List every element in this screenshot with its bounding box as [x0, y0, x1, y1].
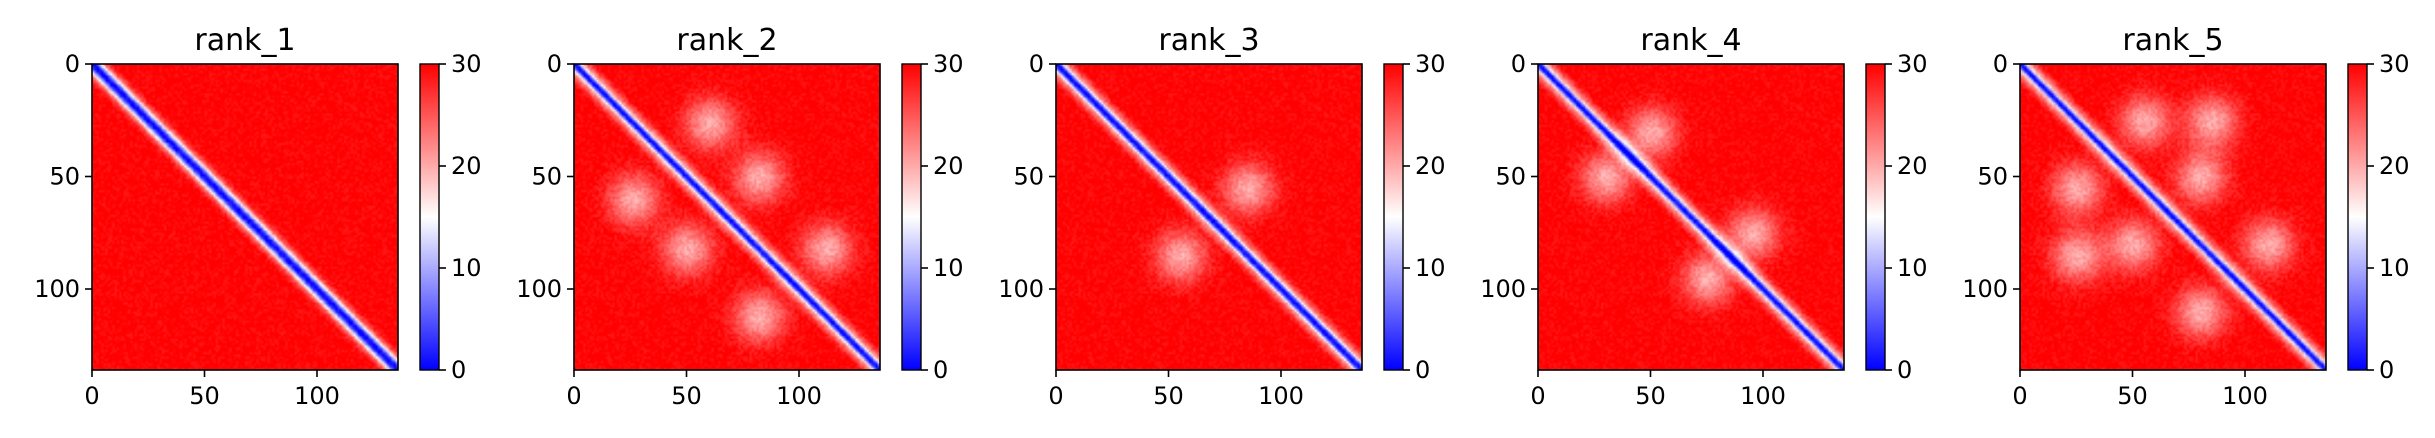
x-tick-label: 100	[294, 382, 340, 410]
colorbar-tick-label: 0	[2379, 356, 2394, 384]
y-tick-label: 100	[998, 275, 1044, 303]
x-tick-label: 50	[1153, 382, 1184, 410]
y-tick-label: 100	[1962, 275, 2008, 303]
colorbar-tick-label: 30	[933, 50, 964, 78]
x-tick-label: 50	[671, 382, 702, 410]
chart-title: rank_3	[1158, 23, 1259, 58]
colorbar-tick-label: 0	[1897, 356, 1912, 384]
plot-frame	[573, 63, 881, 371]
colorbar	[2347, 63, 2368, 371]
y-tick-label: 100	[516, 275, 562, 303]
colorbar-tick-label: 0	[1415, 356, 1430, 384]
colorbar-tick-label: 0	[451, 356, 466, 384]
x-tick-label: 100	[2222, 382, 2268, 410]
panel-rank_4: rank_4 0 50 100 0 50 100 0 10 20 30	[1480, 23, 1927, 410]
x-tick-label: 0	[1048, 382, 1063, 410]
panel-rank_1: rank_1 0 50 100 0 50 100 0 10 20 30	[34, 23, 481, 410]
colorbar-tick-label: 10	[451, 254, 482, 282]
colorbar-tick-label: 20	[1897, 152, 1928, 180]
y-tick-label: 100	[34, 275, 80, 303]
heatmap-image	[2020, 64, 2326, 370]
y-tick-label: 50	[1013, 163, 1044, 191]
colorbar	[901, 63, 922, 371]
colorbar-tick-label: 20	[933, 152, 964, 180]
y-tick-label: 100	[1480, 275, 1526, 303]
heatmap-image	[1056, 64, 1362, 370]
x-tick-label: 0	[566, 382, 581, 410]
chart-title: rank_2	[676, 23, 777, 58]
x-tick-label: 50	[1635, 382, 1666, 410]
colorbar-tick-label: 10	[1415, 254, 1446, 282]
x-tick-label: 100	[1258, 382, 1304, 410]
x-tick-label: 100	[1740, 382, 1786, 410]
colorbar-tick-label: 10	[2379, 254, 2410, 282]
colorbar	[419, 63, 440, 371]
y-tick-label: 0	[1511, 50, 1526, 78]
plot-frame	[1055, 63, 1363, 371]
colorbar	[1865, 63, 1886, 371]
plot-frame	[91, 63, 399, 371]
panel-rank_3: rank_3 0 50 100 0 50 100 0 10 20 30	[998, 23, 1445, 410]
y-tick-label: 50	[1495, 163, 1526, 191]
plot-frame	[2019, 63, 2327, 371]
colorbar-tick-label: 0	[933, 356, 948, 384]
x-tick-label: 0	[84, 382, 99, 410]
colorbar-tick-label: 30	[1415, 50, 1446, 78]
colorbar-tick-label: 30	[2379, 50, 2410, 78]
plot-frame	[1537, 63, 1845, 371]
x-tick-label: 100	[776, 382, 822, 410]
x-tick-label: 50	[189, 382, 220, 410]
chart-title: rank_1	[194, 23, 295, 58]
panel-rank_2: rank_2 0 50 100 0 50 100 0 10 20 30	[516, 23, 963, 410]
colorbar-tick-label: 10	[933, 254, 964, 282]
x-tick-label: 0	[1530, 382, 1545, 410]
colorbar-tick-label: 30	[1897, 50, 1928, 78]
colorbar-tick-label: 20	[451, 152, 482, 180]
y-tick-label: 0	[547, 50, 562, 78]
colorbar-tick-label: 30	[451, 50, 482, 78]
x-tick-label: 50	[2117, 382, 2148, 410]
colorbar-tick-label: 10	[1897, 254, 1928, 282]
y-tick-label: 50	[531, 163, 562, 191]
y-tick-label: 50	[1977, 163, 2008, 191]
heatmap-image	[1538, 64, 1844, 370]
colorbar	[1383, 63, 1404, 371]
y-tick-label: 50	[49, 163, 80, 191]
x-tick-label: 0	[2012, 382, 2027, 410]
heatmap-image	[574, 64, 880, 370]
colorbar-tick-label: 20	[1415, 152, 1446, 180]
y-tick-label: 0	[1029, 50, 1044, 78]
heatmap-image	[92, 64, 398, 370]
y-tick-label: 0	[65, 50, 80, 78]
chart-title: rank_4	[1640, 23, 1741, 58]
chart-title: rank_5	[2122, 23, 2223, 58]
y-tick-label: 0	[1993, 50, 2008, 78]
panel-rank_5: rank_5 0 50 100 0 50 100 0 10 20 30	[1962, 23, 2409, 410]
colorbar-tick-label: 20	[2379, 152, 2410, 180]
